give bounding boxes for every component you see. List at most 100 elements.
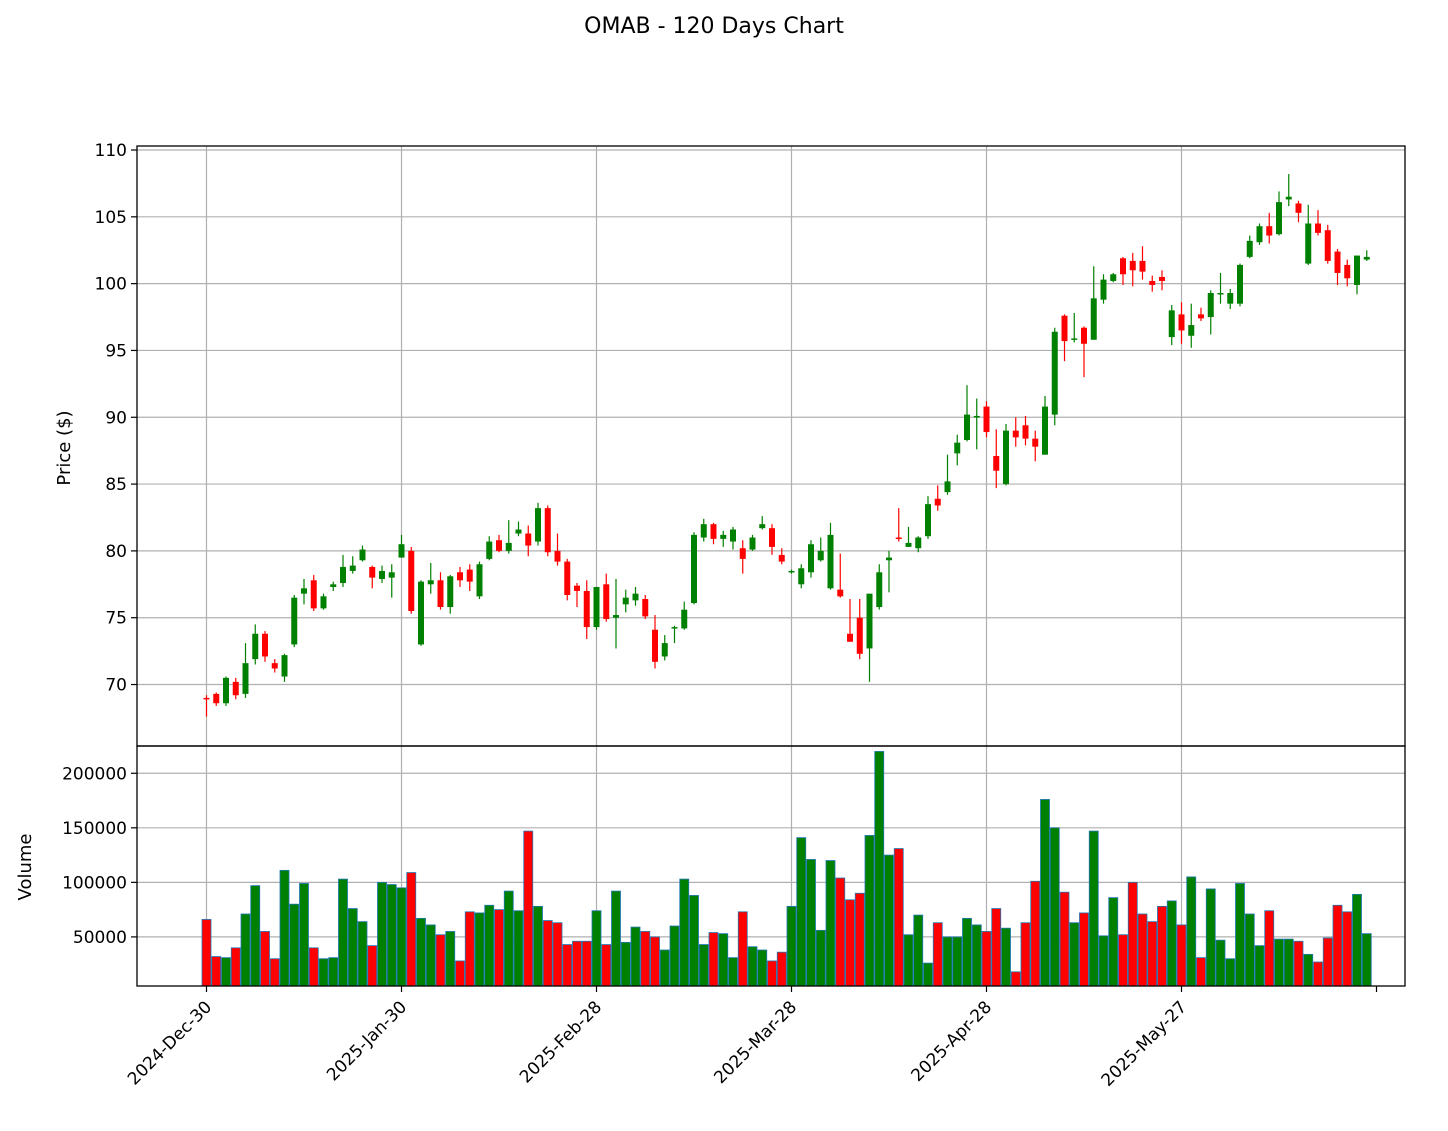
candle-body [1071,338,1078,340]
candle-body [1266,226,1273,236]
volume-bar [1352,893,1362,987]
candle-body [856,617,863,654]
candle-body [1159,276,1165,281]
volume-bar [864,835,875,987]
candle-body [1061,315,1068,342]
candle-body [1149,280,1156,285]
volume-bar [601,944,612,987]
candle-body [1354,255,1360,285]
volume-bar [1108,897,1119,987]
candle-body [652,629,658,662]
volume-bar [991,908,1002,987]
candle-body [271,663,278,669]
price-y-tick-label: 75 [105,609,127,629]
volume-bar [367,945,378,987]
candle-body [778,554,785,562]
volume-bar [425,924,436,987]
price-y-axis: 70 75 80 85 90 95 100 105 110 [95,141,137,696]
volume-bar [1313,961,1323,987]
volume-bar [1283,938,1294,987]
volume-bar [542,920,553,987]
candle-body [934,498,941,506]
volume-bar [1293,940,1304,987]
candle-body [1285,196,1292,200]
volume-bar [435,934,446,987]
candle-body [447,576,454,608]
candle-body [1363,256,1370,260]
candle-body [1051,331,1058,415]
volume-bar [338,878,348,987]
volume-bar [659,949,670,987]
volume-bars [201,751,1372,987]
volume-bar [318,958,329,987]
price-grid [137,146,1405,746]
volume-bar [1137,913,1148,987]
price-candles [203,174,1370,717]
volume-bar [630,926,641,987]
volume-bar [611,890,621,987]
volume-y-tick-label: 200000 [62,764,127,784]
volume-bar [308,947,319,987]
volume-bar [1157,905,1167,987]
volume-y-tick-label: 150000 [62,819,127,839]
price-y-tick-label: 80 [105,542,127,562]
volume-bar [503,890,514,987]
volume-y-label: Volume [15,834,36,901]
volume-bar [1264,910,1275,987]
candle-body [866,593,873,649]
candle-body [505,542,512,551]
volume-bar [903,934,914,987]
candle-body [1100,279,1107,300]
candle-body [476,564,483,597]
candle-body [291,597,298,645]
volume-bar [230,947,241,987]
candle-body [1217,292,1224,295]
volume-bar [269,958,280,987]
candle-body [457,572,463,581]
price-y-tick-label: 100 [95,275,127,295]
candle-body [749,537,756,550]
volume-bar [1030,880,1041,987]
volume-bar [952,936,963,987]
candle-body [1246,240,1253,257]
candle-body [359,549,366,561]
candle-body [622,597,629,605]
candle-body [837,589,844,597]
candle-body [1012,430,1019,438]
volume-bar [1274,938,1284,987]
price-y-tick-label: 95 [105,341,127,361]
candle-body [1207,292,1214,318]
candle-body [232,681,239,696]
volume-bar [640,931,651,987]
volume-bar [445,931,456,987]
candle-body [1237,264,1243,304]
price-y-tick-label: 90 [105,408,127,428]
volume-bar [1001,927,1011,987]
candle-body [739,548,746,559]
candle-body [671,627,678,629]
candle-body [1168,310,1175,338]
candle-body [213,693,220,704]
volume-bar [1225,958,1236,987]
candle-body [242,663,249,694]
candle-body [1090,298,1097,340]
volume-bar [572,940,582,987]
candle-body [895,537,902,540]
volume-bar [1166,900,1177,987]
candle-body [408,550,415,612]
volume-bar [377,881,387,987]
candle-body [349,565,356,571]
volume-bar [757,949,768,987]
candle-body [515,529,522,534]
volume-bar [679,878,690,987]
candle-body [1178,314,1185,331]
candle-body [1198,314,1204,319]
volume-bar [669,925,680,987]
volume-bar [825,860,836,987]
candle-body [466,569,473,582]
price-y-tick-label: 85 [105,475,127,495]
volume-bar [854,892,865,987]
candle-body [310,580,317,609]
volume-bar [562,944,573,987]
candle-body [223,677,229,704]
